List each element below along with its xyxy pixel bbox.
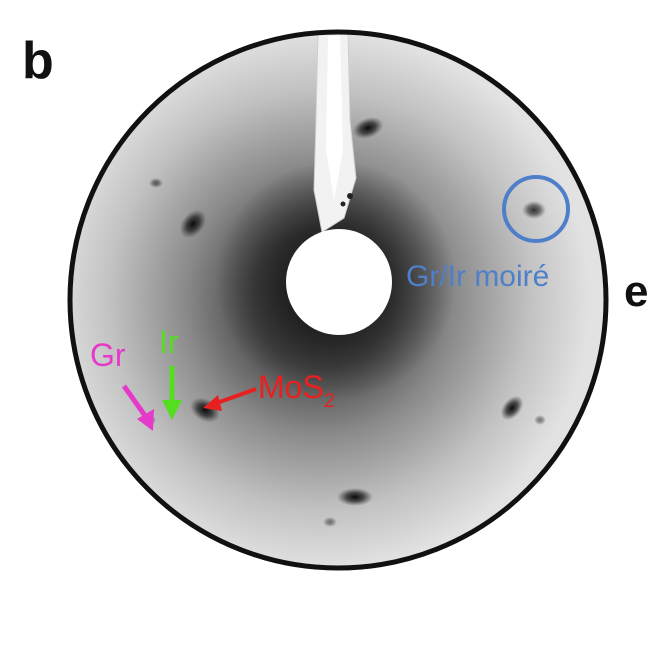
spot-bottom bbox=[337, 488, 373, 506]
spot-faint-4 bbox=[534, 415, 546, 425]
mos2-label: MoS2 bbox=[258, 369, 335, 412]
side-panel-label: e bbox=[624, 267, 649, 316]
gr-label: Gr bbox=[90, 337, 126, 373]
ir-label: Ir bbox=[159, 324, 179, 360]
moire-circle-marker bbox=[502, 175, 570, 243]
spot-right bbox=[500, 395, 524, 421]
gun-center-disk bbox=[286, 229, 392, 335]
spot-top bbox=[352, 117, 384, 139]
spot-moire-right bbox=[522, 201, 546, 219]
mos2-annotation: MoS2 bbox=[203, 369, 335, 412]
moire-label: Gr/Ir moiré bbox=[406, 260, 549, 293]
panel-label: b bbox=[22, 32, 54, 90]
gun-holder-shadow bbox=[286, 32, 392, 335]
spot-faint-1 bbox=[149, 178, 163, 188]
ir-annotation: Ir bbox=[159, 324, 182, 420]
diffraction-spots bbox=[144, 117, 546, 527]
spot-faint-3 bbox=[323, 517, 337, 527]
leed-screen bbox=[70, 32, 606, 568]
gr-annotation: Gr bbox=[90, 337, 154, 431]
spot-upper-left bbox=[179, 209, 207, 239]
screen-border bbox=[67, 29, 609, 571]
